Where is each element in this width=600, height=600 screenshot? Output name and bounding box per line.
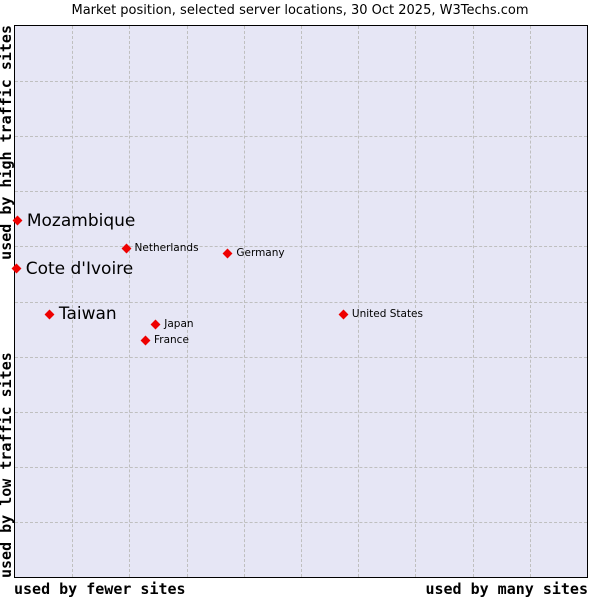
diamond-marker-icon: [222, 248, 233, 258]
point-label: Cote d'Ivoire: [25, 258, 134, 279]
data-point-germany: Germany: [222, 247, 285, 259]
plot-area: Mozambique Cote d'Ivoire Taiwan Netherlands…: [11, 25, 588, 578]
y-axis-label-high-traffic: used by high traffic sites: [0, 25, 15, 260]
point-label: Taiwan: [58, 304, 117, 325]
gridline-vertical: [72, 26, 74, 577]
point-label: Germany: [236, 247, 285, 259]
data-point-mozambique: Mozambique: [12, 210, 136, 231]
diamond-marker-icon: [150, 319, 161, 330]
point-label: France: [153, 334, 189, 347]
data-point-japan: Japan: [150, 318, 194, 331]
gridline-horizontal: [15, 81, 587, 83]
y-axis-label-low-traffic: used by low traffic sites: [0, 352, 15, 578]
x-axis-label-many-sites: used by many sites: [425, 580, 588, 598]
data-point-cote-d-ivoire: Cote d'Ivoire: [11, 258, 134, 279]
data-point-france: France: [140, 334, 189, 347]
chart-title: Market position, selected server locatio…: [71, 3, 529, 18]
diamond-marker-icon: [121, 243, 131, 253]
gridline-vertical: [186, 26, 188, 577]
gridline-vertical: [243, 26, 245, 577]
gridline-vertical: [415, 26, 417, 577]
point-label: Netherlands: [134, 242, 199, 255]
diamond-marker-icon: [140, 335, 151, 346]
gridline-vertical: [529, 26, 531, 577]
gridline-horizontal: [15, 521, 587, 523]
gridline-horizontal: [15, 411, 587, 413]
diamond-marker-icon: [338, 309, 349, 320]
diamond-marker-icon: [11, 264, 22, 274]
gridline-vertical: [129, 26, 131, 577]
gridline-horizontal: [15, 466, 587, 468]
gridline-horizontal: [15, 246, 587, 248]
data-point-taiwan: Taiwan: [44, 304, 117, 325]
point-label: Japan: [164, 318, 194, 331]
gridline-horizontal: [15, 136, 587, 138]
point-label: United States: [351, 308, 423, 321]
gridline-horizontal: [15, 301, 587, 303]
diamond-marker-icon: [44, 309, 55, 320]
gridline-horizontal: [15, 356, 587, 358]
gridline-vertical: [472, 26, 474, 577]
gridline-vertical: [358, 26, 360, 577]
data-point-netherlands: Netherlands: [121, 242, 199, 255]
x-axis-label-fewer-sites: used by fewer sites: [14, 580, 186, 598]
data-point-united-states: United States: [338, 308, 423, 321]
gridline-vertical: [301, 26, 302, 577]
point-label: Mozambique: [26, 210, 136, 231]
gridline-horizontal: [15, 191, 587, 193]
